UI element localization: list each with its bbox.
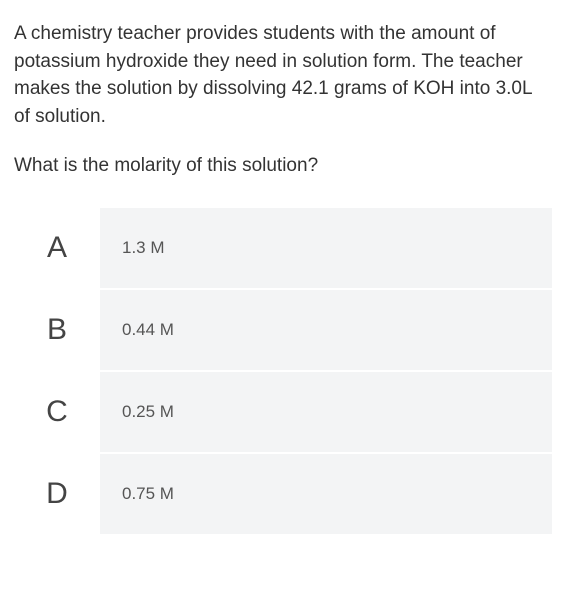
option-row[interactable]: B 0.44 M	[14, 290, 552, 372]
question-prompt: What is the molarity of this solution?	[14, 152, 552, 180]
option-letter: A	[14, 208, 100, 288]
option-text: 0.25 M	[100, 372, 552, 452]
option-row[interactable]: C 0.25 M	[14, 372, 552, 454]
options-list: A 1.3 M B 0.44 M C 0.25 M D 0.75 M	[14, 208, 552, 536]
option-row[interactable]: D 0.75 M	[14, 454, 552, 536]
option-letter: C	[14, 372, 100, 452]
question-body: A chemistry teacher provides students wi…	[14, 20, 552, 130]
option-letter: D	[14, 454, 100, 534]
option-row[interactable]: A 1.3 M	[14, 208, 552, 290]
option-text: 1.3 M	[100, 208, 552, 288]
option-text: 0.75 M	[100, 454, 552, 534]
option-letter: B	[14, 290, 100, 370]
option-text: 0.44 M	[100, 290, 552, 370]
